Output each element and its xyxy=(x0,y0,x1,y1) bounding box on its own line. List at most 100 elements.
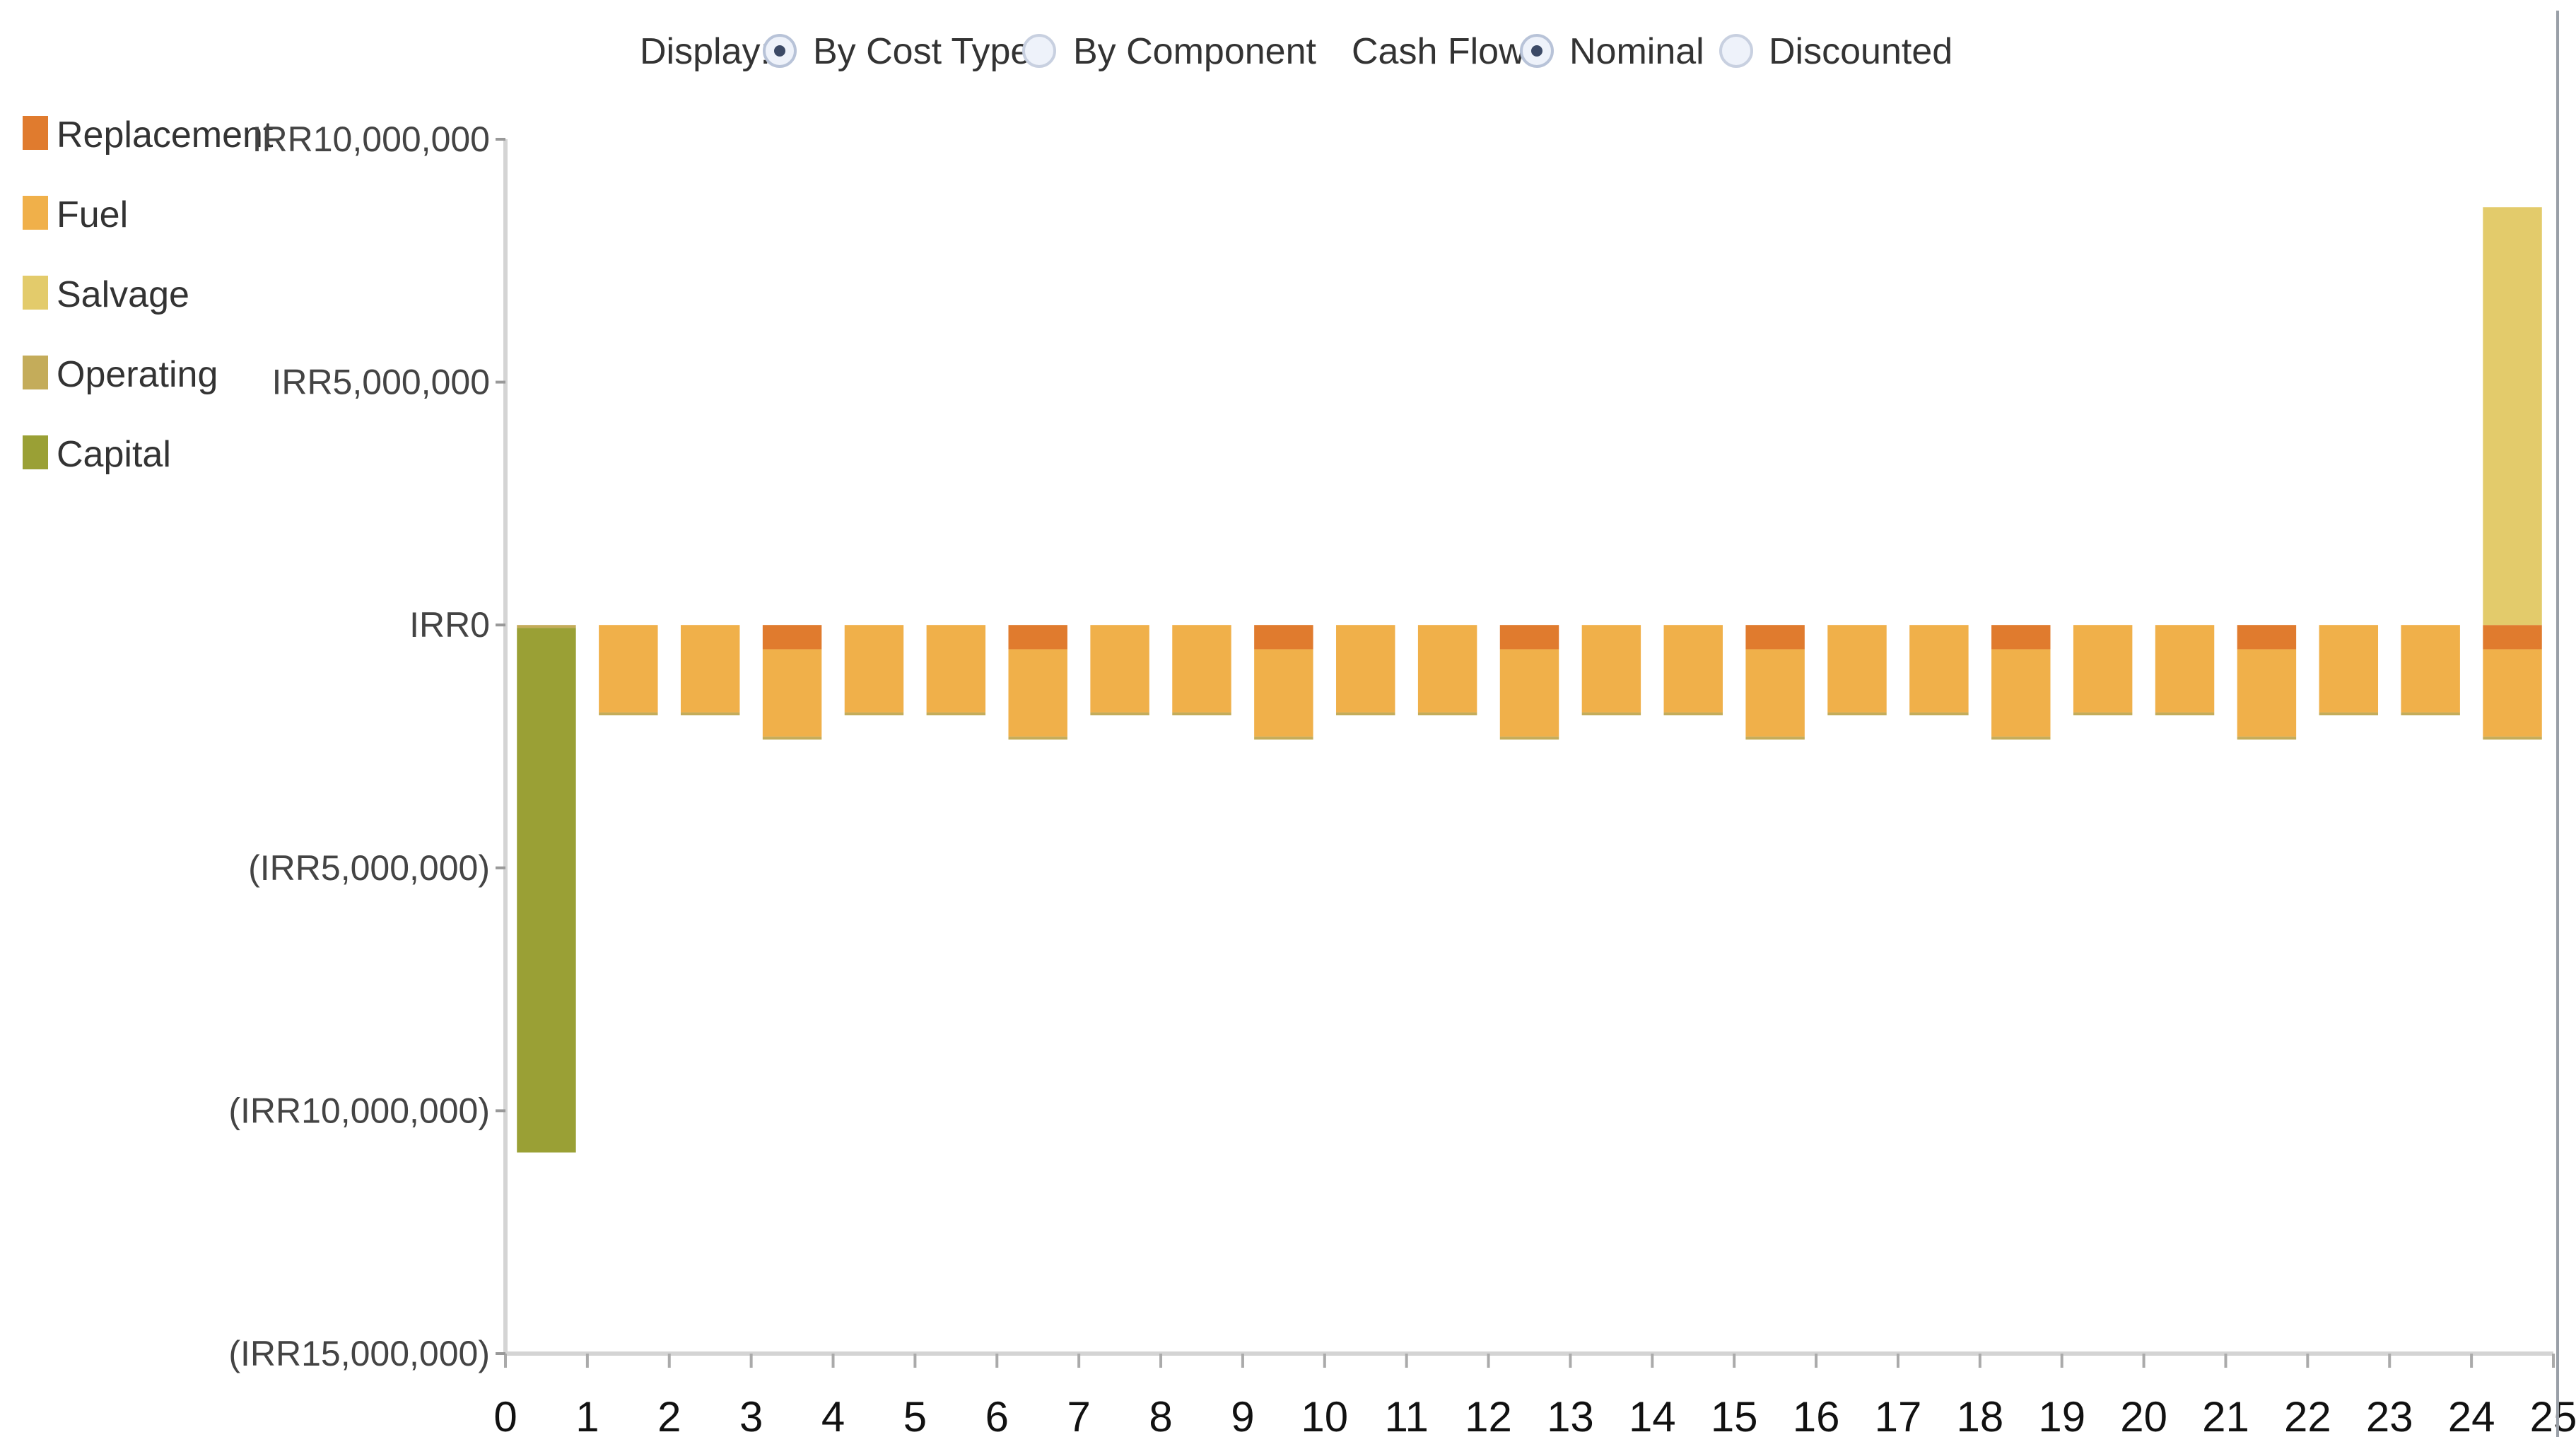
bar-operating xyxy=(1663,712,1723,716)
radio-by-cost-type[interactable]: By Cost Type xyxy=(763,31,1031,72)
bar-capital xyxy=(517,628,576,1153)
legend-swatch xyxy=(23,196,48,230)
bar-fuel xyxy=(1663,625,1723,712)
radio-nominal-label: Nominal xyxy=(1569,31,1704,72)
y-axis-ticks: IRR10,000,000 IRR5,000,000 IRR0 (IRR5,000,0… xyxy=(228,119,505,1373)
chart-controls: Display: By Cost Type By Component Cash … xyxy=(640,31,1953,72)
legend-item: Capital xyxy=(23,434,171,475)
bar-replacement xyxy=(1745,625,1805,650)
legend-item: Operating xyxy=(23,354,218,395)
y-tick-label: IRR0 xyxy=(409,605,490,645)
bar-operating xyxy=(1090,712,1149,716)
bar-operating xyxy=(1336,712,1395,716)
bar-fuel xyxy=(2155,625,2215,712)
x-tick-label: 11 xyxy=(1385,1393,1429,1437)
bar-operating xyxy=(1909,712,1969,716)
y-tick-label: (IRR5,000,000) xyxy=(248,848,490,888)
radio-discounted-circle[interactable] xyxy=(1719,34,1753,68)
x-tick-label: 16 xyxy=(1793,1393,1840,1437)
x-tick-label: 3 xyxy=(739,1393,763,1437)
bars xyxy=(517,207,2542,1153)
x-tick-label: 19 xyxy=(2038,1393,2085,1437)
x-tick-label: 25 xyxy=(2530,1393,2576,1437)
cashflow-label: Cash Flow: xyxy=(1352,31,1535,72)
bar-operating xyxy=(2237,737,2297,740)
legend-swatch xyxy=(23,276,48,310)
bar-operating xyxy=(1581,712,1641,716)
x-tick-label: 13 xyxy=(1547,1393,1594,1437)
bar-fuel xyxy=(1254,649,1313,737)
legend-label: Capital xyxy=(57,434,171,475)
bar-fuel xyxy=(1745,649,1805,737)
x-tick-label: 10 xyxy=(1301,1393,1348,1437)
legend-item: Salvage xyxy=(23,274,189,315)
bar-fuel xyxy=(1499,649,1559,737)
bar-operating xyxy=(599,712,658,716)
bar-operating xyxy=(1008,737,1067,740)
legend-label: Replacement xyxy=(57,115,274,156)
radio-discounted[interactable]: Discounted xyxy=(1719,31,1953,72)
radio-nominal[interactable]: Nominal xyxy=(1520,31,1704,72)
bar-operating xyxy=(1254,737,1313,740)
x-tick-label: 23 xyxy=(2366,1393,2413,1437)
x-tick-label: 18 xyxy=(1956,1393,2003,1437)
bar-operating xyxy=(926,712,986,716)
bar-fuel xyxy=(926,625,986,712)
y-tick-label: IRR5,000,000 xyxy=(271,363,490,402)
bar-fuel xyxy=(1417,625,1477,712)
bar-operating xyxy=(2483,737,2542,740)
legend-item: Replacement xyxy=(23,115,274,156)
x-tick-label: 6 xyxy=(985,1393,1009,1437)
bar-fuel xyxy=(762,649,822,737)
bar-fuel xyxy=(1172,625,1231,712)
bar-fuel xyxy=(2483,649,2542,737)
bar-fuel xyxy=(844,625,904,712)
bar-fuel xyxy=(1090,625,1149,712)
bar-fuel xyxy=(1827,625,1887,712)
bar-operating xyxy=(517,625,576,628)
bar-operating xyxy=(1745,737,1805,740)
legend-swatch xyxy=(23,116,48,150)
bar-replacement xyxy=(1254,625,1313,650)
x-tick-label: 20 xyxy=(2120,1393,2167,1437)
bar-operating xyxy=(1172,712,1231,716)
radio-nominal-dot xyxy=(1531,45,1542,57)
bar-fuel xyxy=(1909,625,1969,712)
x-tick-label: 21 xyxy=(2202,1393,2249,1437)
x-tick-label: 14 xyxy=(1629,1393,1676,1437)
bar-fuel xyxy=(1991,649,2051,737)
bar-replacement xyxy=(1008,625,1067,650)
bar-fuel xyxy=(2401,625,2460,712)
radio-by-cost-type-dot xyxy=(774,45,785,57)
bar-operating xyxy=(2073,712,2133,716)
bar-operating xyxy=(1991,737,2051,740)
radio-by-component[interactable]: By Component xyxy=(1022,31,1317,72)
bar-operating xyxy=(1417,712,1477,716)
bar-replacement xyxy=(1991,625,2051,650)
radio-by-component-label: By Component xyxy=(1073,31,1317,72)
bar-replacement xyxy=(2237,625,2297,650)
bar-fuel xyxy=(2319,625,2379,712)
bar-operating xyxy=(1827,712,1887,716)
bar-operating xyxy=(2155,712,2215,716)
legend-swatch xyxy=(23,356,48,389)
legend-item: Fuel xyxy=(23,194,128,235)
x-tick-label: 2 xyxy=(657,1393,681,1437)
bar-replacement xyxy=(2483,625,2542,650)
legend-label: Fuel xyxy=(57,194,128,235)
bar-operating xyxy=(2319,712,2379,716)
radio-by-cost-type-label: By Cost Type xyxy=(813,31,1031,72)
y-tick-label: (IRR10,000,000) xyxy=(228,1091,490,1130)
y-tick-label: (IRR15,000,000) xyxy=(228,1334,490,1373)
y-tick-label: IRR10,000,000 xyxy=(252,119,490,159)
x-tick-label: 5 xyxy=(903,1393,927,1437)
radio-by-component-circle[interactable] xyxy=(1022,34,1056,68)
radio-discounted-label: Discounted xyxy=(1769,31,1953,72)
bar-operating xyxy=(762,737,822,740)
bar-fuel xyxy=(1008,649,1067,737)
bar-fuel xyxy=(599,625,658,712)
legend-swatch xyxy=(23,435,48,469)
bar-salvage xyxy=(2483,207,2542,626)
bar-fuel xyxy=(1336,625,1395,712)
